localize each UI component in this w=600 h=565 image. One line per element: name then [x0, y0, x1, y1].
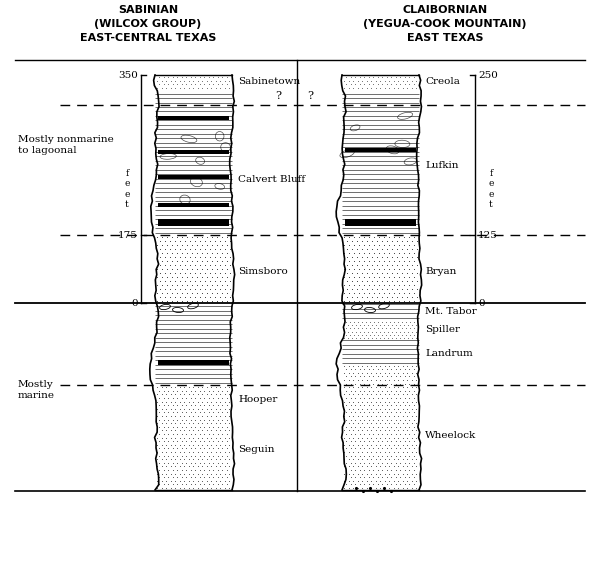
Bar [158, 203, 229, 207]
Bar [158, 150, 229, 154]
Text: Sabinetown: Sabinetown [238, 76, 300, 85]
Bar [158, 359, 229, 364]
Text: Calvert Bluff: Calvert Bluff [238, 176, 305, 185]
Text: 0: 0 [478, 298, 485, 307]
Text: Mostly
marine: Mostly marine [18, 380, 55, 399]
Text: Mt. Tabor: Mt. Tabor [425, 307, 477, 316]
Text: 0: 0 [131, 298, 138, 307]
Bar [158, 116, 229, 120]
Bar [155, 75, 232, 490]
Text: 125: 125 [478, 231, 498, 240]
Bar [158, 219, 229, 225]
Text: 350: 350 [118, 71, 138, 80]
Text: f
e
e
t: f e e t [124, 169, 130, 209]
Text: Mostly nonmarine
to lagoonal: Mostly nonmarine to lagoonal [18, 135, 114, 155]
Text: Bryan: Bryan [425, 267, 457, 276]
Bar [158, 175, 229, 179]
Text: 250: 250 [478, 71, 498, 80]
Text: Simsboro: Simsboro [238, 267, 288, 276]
Text: Lufkin: Lufkin [425, 160, 458, 170]
Text: Creola: Creola [425, 76, 460, 85]
Text: Landrum: Landrum [425, 349, 473, 358]
Bar [345, 148, 416, 152]
Text: Hooper: Hooper [238, 396, 277, 405]
Bar [342, 75, 419, 490]
Text: Spiller: Spiller [425, 325, 460, 334]
Text: CLAIBORNIAN
(YEGUA-COOK MOUNTAIN)
EAST TEXAS: CLAIBORNIAN (YEGUA-COOK MOUNTAIN) EAST T… [363, 5, 527, 43]
Text: SABINIAN
(WILCOX GROUP)
EAST-CENTRAL TEXAS: SABINIAN (WILCOX GROUP) EAST-CENTRAL TEX… [80, 5, 216, 43]
Text: ?: ? [275, 91, 281, 101]
Text: Wheelock: Wheelock [425, 431, 476, 440]
Text: Seguin: Seguin [238, 445, 275, 454]
Text: 175: 175 [118, 231, 138, 240]
Bar [345, 219, 416, 225]
Text: ?: ? [307, 91, 313, 101]
Text: f
e
e
t: f e e t [488, 169, 494, 209]
